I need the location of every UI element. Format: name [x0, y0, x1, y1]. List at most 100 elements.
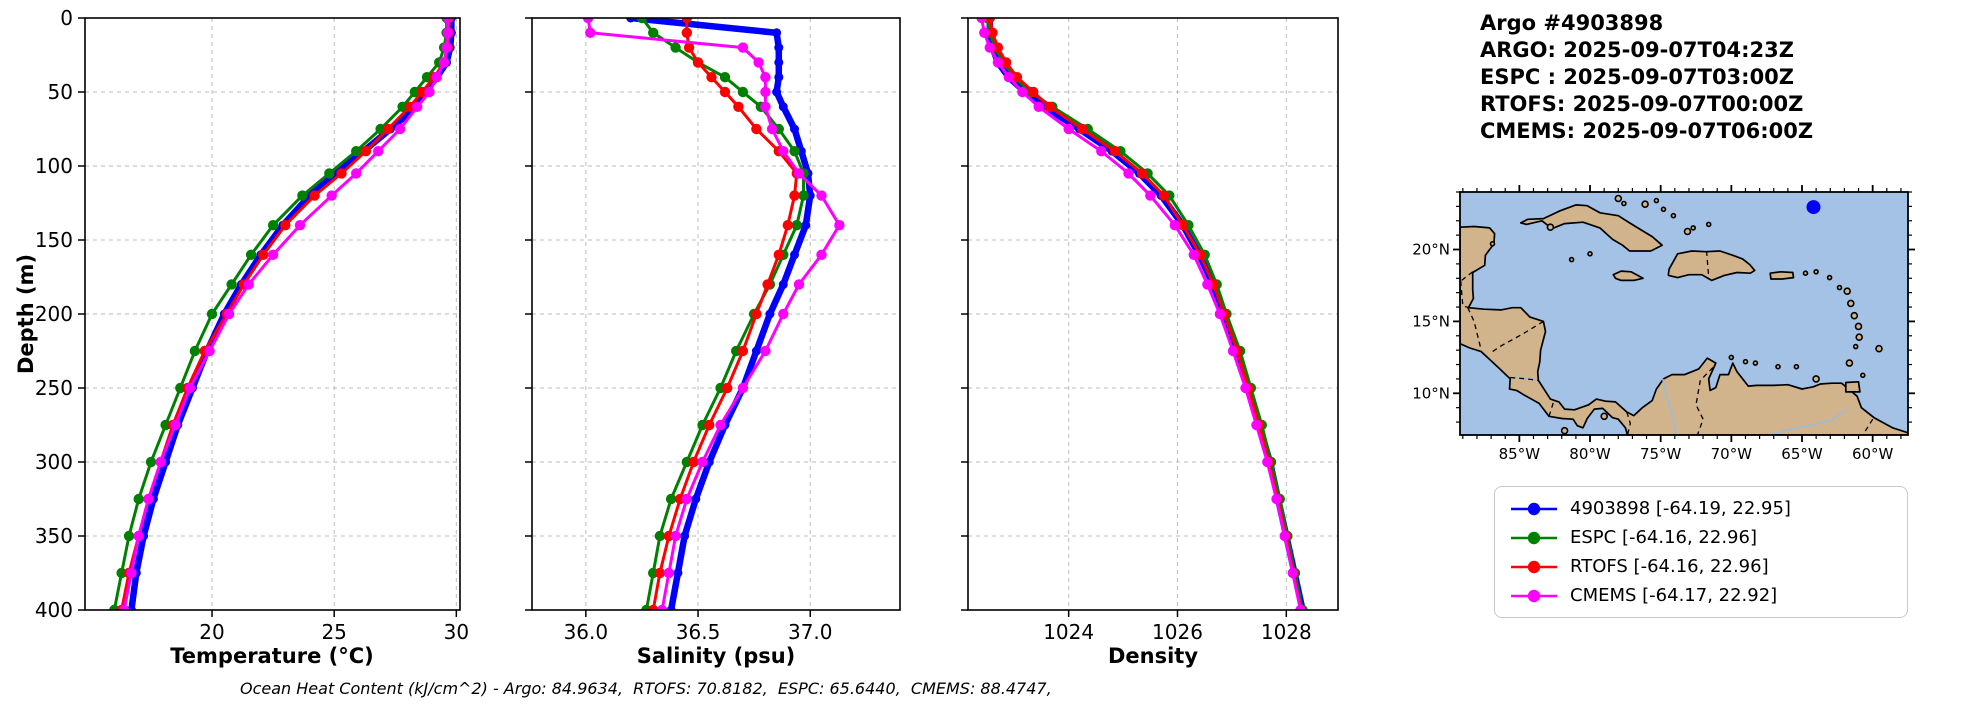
legend-entry-label: ESPC [-64.16, 22.96]: [1570, 527, 1757, 548]
legend-entry: 4903898 [-64.19, 22.95]: [1509, 494, 1893, 523]
data-point-marker: [987, 27, 998, 38]
data-point-marker: [772, 87, 782, 97]
data-point-marker: [243, 279, 254, 290]
data-point-marker: [688, 456, 699, 468]
legend-entry: ESPC [-64.16, 22.96]: [1509, 523, 1893, 552]
data-point-marker: [373, 146, 384, 157]
map-legend: 4903898 [-64.19, 22.95] ESPC [-64.16, 22.…: [1494, 486, 1908, 618]
country-border: [1460, 281, 1469, 309]
data-point-marker: [397, 101, 408, 113]
data-point-marker: [984, 18, 995, 24]
island: [1621, 200, 1627, 207]
data-point-marker: [663, 567, 675, 579]
island: [1813, 269, 1819, 275]
data-point-marker: [585, 27, 596, 38]
data-point-marker: [737, 42, 749, 53]
x-tick-label: 1026: [1152, 620, 1203, 644]
map-lon-label: 60°W: [1852, 445, 1894, 463]
data-point-marker: [1202, 279, 1213, 290]
island: [1859, 372, 1866, 379]
data-point-marker: [294, 220, 306, 231]
map-lon-label: 65°W: [1781, 445, 1823, 463]
data-point-marker: [704, 419, 715, 431]
series-rtofs-salinity: [648, 18, 802, 610]
island: [1653, 197, 1660, 204]
data-point-marker: [753, 57, 764, 68]
data-point-marker: [116, 567, 127, 579]
data-point-marker: [145, 456, 157, 468]
data-point-marker: [421, 72, 433, 83]
data-point-marker: [123, 530, 135, 542]
map-lat-label: 15°N: [1412, 312, 1450, 330]
data-point-marker: [336, 168, 347, 179]
data-point-marker: [280, 220, 291, 231]
data-point-marker: [719, 86, 731, 98]
data-point-marker: [267, 220, 279, 231]
density-axis-label: Density: [1107, 644, 1199, 668]
data-point-marker: [204, 345, 215, 357]
island: [1836, 284, 1843, 291]
x-tick-label: 25: [321, 620, 346, 644]
data-point-marker: [648, 27, 659, 38]
legend-marker-icon: [1511, 531, 1557, 544]
x-tick-label: 1028: [1261, 620, 1312, 644]
island: [1752, 360, 1759, 366]
landmass: [1769, 270, 1795, 280]
island: [1546, 223, 1555, 232]
data-point-marker: [778, 102, 788, 112]
float-title: Argo #4903898: [1480, 11, 1664, 35]
data-point-marker: [762, 279, 773, 290]
data-point-marker: [760, 86, 771, 98]
island: [1843, 287, 1852, 295]
x-tick-label: 30: [444, 620, 469, 644]
data-point-marker: [760, 72, 771, 83]
data-point-marker: [670, 530, 681, 542]
data-point-marker: [1169, 220, 1181, 231]
data-point-marker: [1271, 493, 1282, 505]
data-point-marker: [654, 530, 666, 542]
series-line: [980, 18, 1302, 610]
island: [1775, 363, 1781, 370]
data-point-marker: [790, 124, 799, 134]
data-point-marker: [782, 220, 793, 231]
legend-entry: CMEMS [-64.17, 22.92]: [1509, 581, 1893, 610]
data-point-marker: [751, 308, 762, 320]
data-point-marker: [760, 101, 771, 113]
island: [1614, 194, 1623, 203]
data-point-marker: [719, 72, 731, 83]
caribbean-map: 85°W 80°W 75°W 70°W 65°W 60°W 20°N 15°N 10°N: [1412, 185, 1915, 463]
data-point-marker: [1279, 530, 1290, 542]
data-point-marker: [1251, 419, 1262, 431]
data-point-marker: [582, 18, 594, 24]
data-point-marker: [979, 27, 990, 38]
island: [1826, 274, 1833, 281]
island: [1855, 333, 1864, 341]
salinity-plot: 36.0 36.5 37.0: [525, 17, 901, 644]
depth-axis-label: Depth (m): [14, 253, 38, 375]
data-point-marker: [155, 456, 166, 468]
data-point-marker: [737, 86, 749, 98]
country-border: [1492, 320, 1544, 353]
data-point-marker: [309, 190, 320, 201]
data-point-marker: [1011, 72, 1023, 83]
legend-entry-label: 4903898 [-64.19, 22.95]: [1570, 498, 1791, 519]
country-border: [1705, 250, 1710, 278]
data-point-marker: [1033, 101, 1044, 113]
data-point-marker: [206, 308, 218, 320]
data-point-marker: [1136, 168, 1148, 179]
data-point-marker: [1109, 146, 1121, 157]
country-border: [1548, 400, 1555, 417]
data-point-marker: [351, 146, 362, 157]
map-border: [1459, 191, 1909, 436]
data-point-marker: [394, 123, 406, 135]
data-point-marker: [1287, 567, 1299, 579]
data-point-marker: [772, 28, 782, 38]
data-point-marker: [778, 308, 789, 320]
country-border: [1460, 271, 1474, 282]
density-plot: 1024 1026 1028: [961, 17, 1339, 644]
y-tick-label: 300: [35, 450, 73, 474]
data-point-marker: [801, 220, 811, 230]
data-point-marker: [665, 493, 677, 505]
float-position-marker: [1806, 200, 1821, 215]
